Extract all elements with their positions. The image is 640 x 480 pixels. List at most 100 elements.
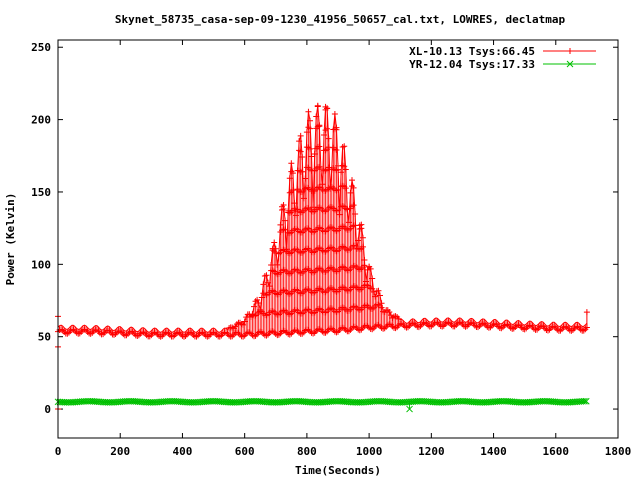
data-point	[372, 293, 379, 300]
data-point	[286, 189, 293, 196]
data-point	[321, 132, 327, 139]
data-point	[342, 166, 349, 173]
data-point	[324, 125, 331, 132]
legend-label-xl: XL-10.13 Tsys:66.45	[409, 45, 535, 58]
data-point	[341, 244, 348, 251]
data-point	[268, 261, 275, 268]
data-point	[238, 321, 245, 328]
data-point	[299, 229, 306, 236]
data-point	[352, 283, 359, 290]
data-point	[240, 321, 247, 328]
data-point	[311, 151, 318, 158]
data-point	[361, 257, 368, 264]
data-point	[302, 175, 309, 182]
data-point	[352, 262, 359, 269]
data-point	[386, 309, 393, 315]
y-tick-label: 50	[38, 331, 51, 344]
x-tick-label: 600	[235, 445, 255, 458]
x-tick-label: 800	[297, 445, 317, 458]
data-point	[358, 221, 365, 228]
data-point	[352, 303, 359, 310]
data-point	[359, 243, 366, 250]
data-point	[241, 318, 248, 325]
data-point	[341, 224, 348, 231]
data-point	[308, 153, 315, 160]
data-point	[582, 397, 590, 405]
data-point	[355, 237, 362, 244]
data-point	[289, 187, 296, 194]
data-point	[260, 281, 267, 288]
data-point	[342, 185, 349, 192]
x-tick-label: 400	[173, 445, 193, 458]
data-point	[299, 168, 306, 175]
data-point	[367, 265, 374, 272]
data-point	[265, 279, 271, 286]
x-tick-label: 1400	[480, 445, 507, 458]
data-point	[288, 168, 295, 175]
data-point	[319, 181, 326, 188]
data-point	[303, 129, 310, 136]
legend-label-yr: YR-12.04 Tsys:17.33	[409, 58, 535, 71]
data-point	[251, 303, 257, 310]
data-point	[336, 211, 343, 218]
data-point	[229, 324, 236, 331]
data-point	[567, 48, 573, 54]
data-point	[299, 188, 306, 195]
data-point	[299, 290, 306, 297]
data-point	[305, 164, 312, 171]
data-point	[328, 224, 335, 231]
data-point	[378, 300, 385, 307]
data-point	[288, 160, 295, 167]
data-point	[369, 285, 376, 292]
data-point	[299, 154, 306, 161]
x-tick-label: 0	[55, 445, 62, 458]
data-point	[345, 226, 352, 233]
legend-sample-yr	[543, 60, 596, 68]
data-point	[352, 210, 359, 217]
series-xl	[55, 102, 590, 413]
data-point	[314, 102, 321, 109]
data-point	[297, 132, 304, 139]
y-tick-label: 100	[31, 258, 51, 271]
data-point	[345, 267, 352, 274]
x-tick-label: 200	[110, 445, 130, 458]
data-point	[272, 245, 279, 252]
data-point	[350, 202, 357, 209]
data-point	[328, 285, 335, 292]
data-point	[375, 287, 382, 294]
data-point	[280, 201, 287, 208]
x-tick-label: 1200	[418, 445, 445, 458]
data-point	[333, 147, 340, 154]
data-point	[324, 105, 331, 112]
data-point	[316, 143, 323, 150]
data-point	[341, 143, 348, 150]
data-point	[252, 312, 259, 319]
data-point	[344, 206, 351, 213]
data-point	[271, 239, 278, 246]
data-point	[581, 397, 588, 405]
data-point	[335, 207, 341, 214]
data-point	[310, 204, 317, 211]
data-point	[283, 246, 290, 253]
data-point	[289, 170, 296, 177]
data-point	[291, 200, 298, 207]
data-point	[350, 184, 357, 191]
series-yr	[54, 397, 590, 413]
data-point	[299, 249, 306, 256]
data-point	[277, 221, 284, 228]
data-point	[347, 189, 354, 196]
y-tick-label: 200	[31, 114, 51, 127]
data-point	[338, 169, 345, 176]
data-point	[322, 167, 329, 174]
data-point	[341, 264, 348, 271]
data-point	[406, 405, 413, 413]
data-point	[352, 242, 359, 249]
data-point	[322, 268, 329, 275]
data-point	[395, 315, 402, 322]
plot-area	[54, 102, 590, 413]
chart-title: Skynet_58735_casa-sep-09-1230_41956_5065…	[115, 13, 566, 26]
data-point	[297, 148, 304, 155]
data-point	[293, 212, 299, 219]
data-point	[361, 262, 368, 269]
data-point	[282, 226, 289, 233]
